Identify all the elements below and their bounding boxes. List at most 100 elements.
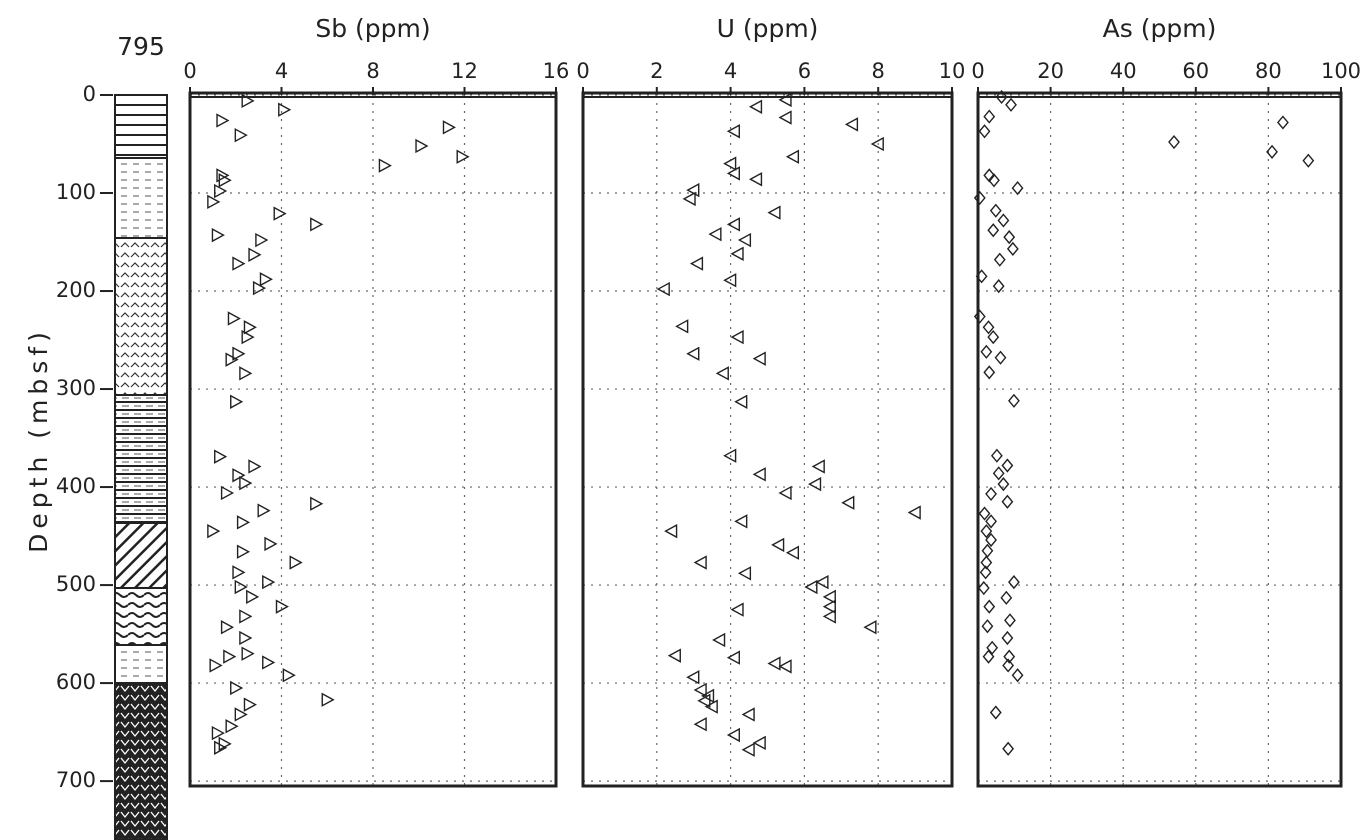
point [700,688,715,704]
chart-title: Sb (ppm) [315,14,430,43]
x-tick-label: 20 [1037,59,1064,83]
point [230,680,244,696]
plot-frame [976,91,1343,788]
x-tick-label: 100 [1321,59,1361,83]
y-tick-label: 600 [56,670,96,694]
point [234,128,248,143]
point [220,485,235,501]
x-tick-label: 4 [275,59,288,83]
point [686,182,700,198]
x-tick-label: 2 [650,59,663,83]
point [994,350,1007,365]
point [697,693,711,708]
point [255,232,269,248]
point [289,555,303,570]
point [273,206,287,221]
point [310,496,324,511]
point [243,320,257,335]
point [214,740,228,755]
x-tick-label: 40 [1110,59,1137,83]
point [241,93,255,109]
point [1003,230,1016,245]
point [987,223,1000,238]
point [983,365,996,380]
point [983,109,996,124]
point [712,632,726,648]
point [236,544,251,559]
point [264,536,278,552]
point [211,725,225,741]
point [241,329,255,345]
point [227,311,241,326]
x-tick-label: 16 [543,59,570,83]
y-tick-label: 400 [56,474,96,498]
point [752,467,766,482]
point [1001,630,1014,646]
point [870,136,884,152]
point [841,495,855,510]
point [1168,134,1180,150]
point [973,309,986,324]
point [415,138,429,154]
point [804,579,818,595]
point [997,213,1010,228]
point [979,565,992,580]
chart-title: U (ppm) [717,14,819,43]
lith-unit [114,94,168,159]
y-axis-label: Depth (mbsf) [24,327,53,553]
point [767,205,781,220]
point [693,555,707,570]
point [252,280,267,296]
point [980,555,993,570]
point [737,232,752,248]
point [752,735,766,751]
x-tick-label: 0 [971,59,984,83]
x-tick-label: 4 [724,59,737,83]
point [1266,144,1278,159]
point [992,466,1005,481]
point [241,646,255,661]
point [785,545,800,560]
x-tick-label: 12 [451,59,478,83]
y-tick-label: 100 [56,180,96,204]
point [259,272,273,287]
point [378,158,392,173]
point [978,506,991,521]
point [232,346,246,361]
point [216,113,230,128]
point [693,682,707,698]
point [239,630,253,646]
point [993,252,1006,267]
point [985,486,997,502]
x-tick-label: 0 [576,59,589,83]
plot-frame [188,91,558,788]
x-tick-label: 80 [1255,59,1282,83]
point [726,217,740,232]
point [275,599,289,614]
point [723,156,737,171]
point [730,329,744,345]
point [983,599,996,614]
point [220,620,235,635]
point [1002,658,1015,673]
point [980,344,993,359]
point [262,574,276,590]
lith-unit [114,644,168,684]
point [214,183,228,199]
y-tick-label: 700 [56,768,96,792]
point [1001,494,1014,509]
lith-unit [114,237,168,396]
point [973,190,986,206]
point [243,697,257,712]
point [232,565,246,580]
point [248,247,262,262]
point [726,650,740,665]
plot-frame [581,91,954,788]
point [1006,241,1019,256]
point [767,656,781,671]
point [321,692,335,707]
point [985,514,997,529]
point [997,477,1010,492]
point [980,524,993,539]
point [741,707,755,722]
